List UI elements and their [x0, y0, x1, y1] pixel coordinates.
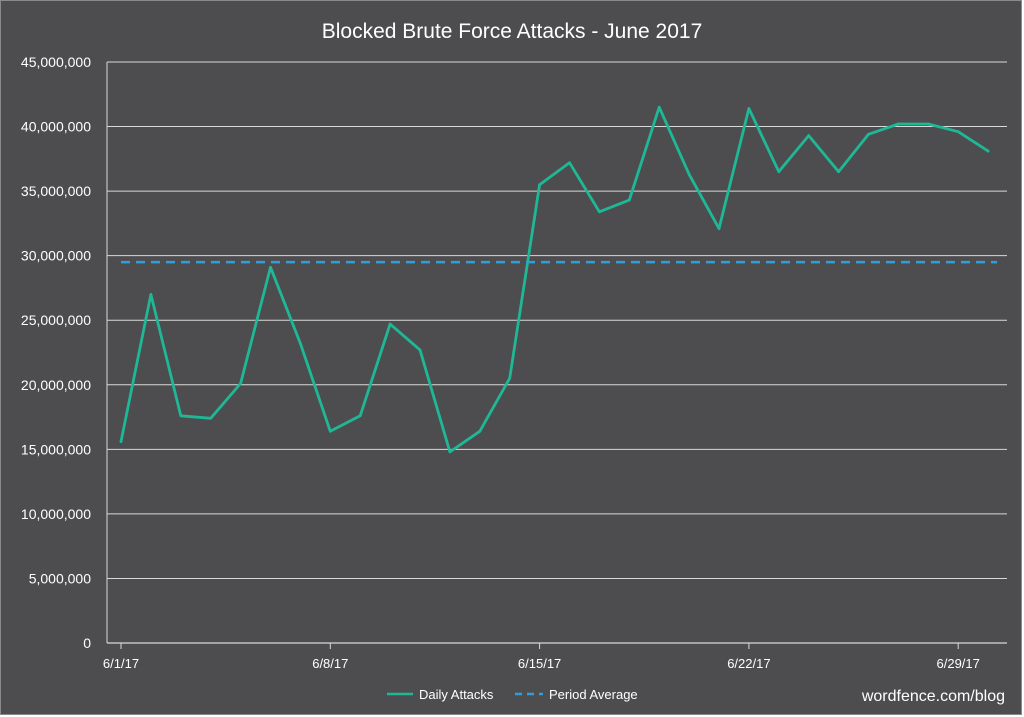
- data-point: [209, 417, 212, 420]
- data-point: [837, 170, 840, 173]
- data-point: [777, 170, 781, 173]
- data-point: [568, 161, 571, 164]
- data-point: [867, 133, 870, 136]
- data-point: [538, 183, 541, 186]
- data-point: [299, 342, 302, 345]
- x-tick-label: 6/22/17: [727, 656, 770, 671]
- y-tick-label: 30,000,000: [21, 248, 91, 264]
- x-axis-tick-labels: 6/1/17 6/8/17 6/15/17 6/22/17 6/29/17: [103, 656, 980, 671]
- data-point: [986, 149, 990, 153]
- y-tick-label: 5,000,000: [29, 570, 91, 586]
- data-point: [598, 210, 601, 214]
- data-point: [388, 322, 392, 326]
- y-tick-label: 10,000,000: [21, 506, 91, 522]
- x-tick-label: 6/15/17: [518, 656, 561, 671]
- y-tick-label: 40,000,000: [21, 119, 91, 135]
- chart-title: Blocked Brute Force Attacks - June 2017: [322, 20, 703, 43]
- x-tick-label: 6/29/17: [937, 656, 980, 671]
- data-point: [478, 430, 482, 433]
- series-lines: [119, 105, 997, 454]
- data-point: [448, 450, 452, 454]
- data-point: [927, 122, 930, 126]
- y-tick-label: 35,000,000: [21, 183, 91, 199]
- data-point: [149, 293, 153, 296]
- y-tick-label: 45,000,000: [21, 54, 91, 70]
- grid-lines: [107, 61, 1007, 579]
- data-point: [897, 122, 900, 126]
- x-tick-label: 6/8/17: [312, 656, 348, 671]
- data-point: [418, 348, 422, 352]
- data-point: [119, 440, 123, 443]
- data-point: [239, 382, 242, 385]
- source-credit: wordfence.com/blog: [861, 688, 1005, 705]
- data-point: [358, 414, 362, 418]
- legend-label-daily-attacks: Daily Attacks: [419, 687, 494, 702]
- y-tick-label: 15,000,000: [21, 441, 91, 457]
- data-point: [269, 266, 272, 269]
- data-point: [329, 430, 332, 433]
- x-tick-label: 6/1/17: [103, 656, 139, 671]
- data-point: [807, 134, 810, 137]
- data-point: [687, 173, 691, 176]
- legend-label-period-average: Period Average: [549, 687, 638, 702]
- data-point: [628, 198, 631, 202]
- series-line-daily-attacks: [119, 105, 990, 454]
- legend: Daily Attacks Period Average: [387, 687, 638, 702]
- y-tick-label: 20,000,000: [21, 377, 91, 393]
- y-axis-tick-labels: 0 5,000,000 10,000,000 15,000,000 20,000,000…: [21, 54, 91, 651]
- data-point: [179, 414, 183, 418]
- data-point: [747, 107, 751, 110]
- data-point: [717, 227, 721, 230]
- data-point: [956, 130, 960, 133]
- axes: [106, 62, 1007, 649]
- y-tick-label: 0: [83, 635, 91, 651]
- data-point: [508, 377, 512, 380]
- data-point: [657, 105, 661, 109]
- y-tick-label: 25,000,000: [21, 312, 91, 328]
